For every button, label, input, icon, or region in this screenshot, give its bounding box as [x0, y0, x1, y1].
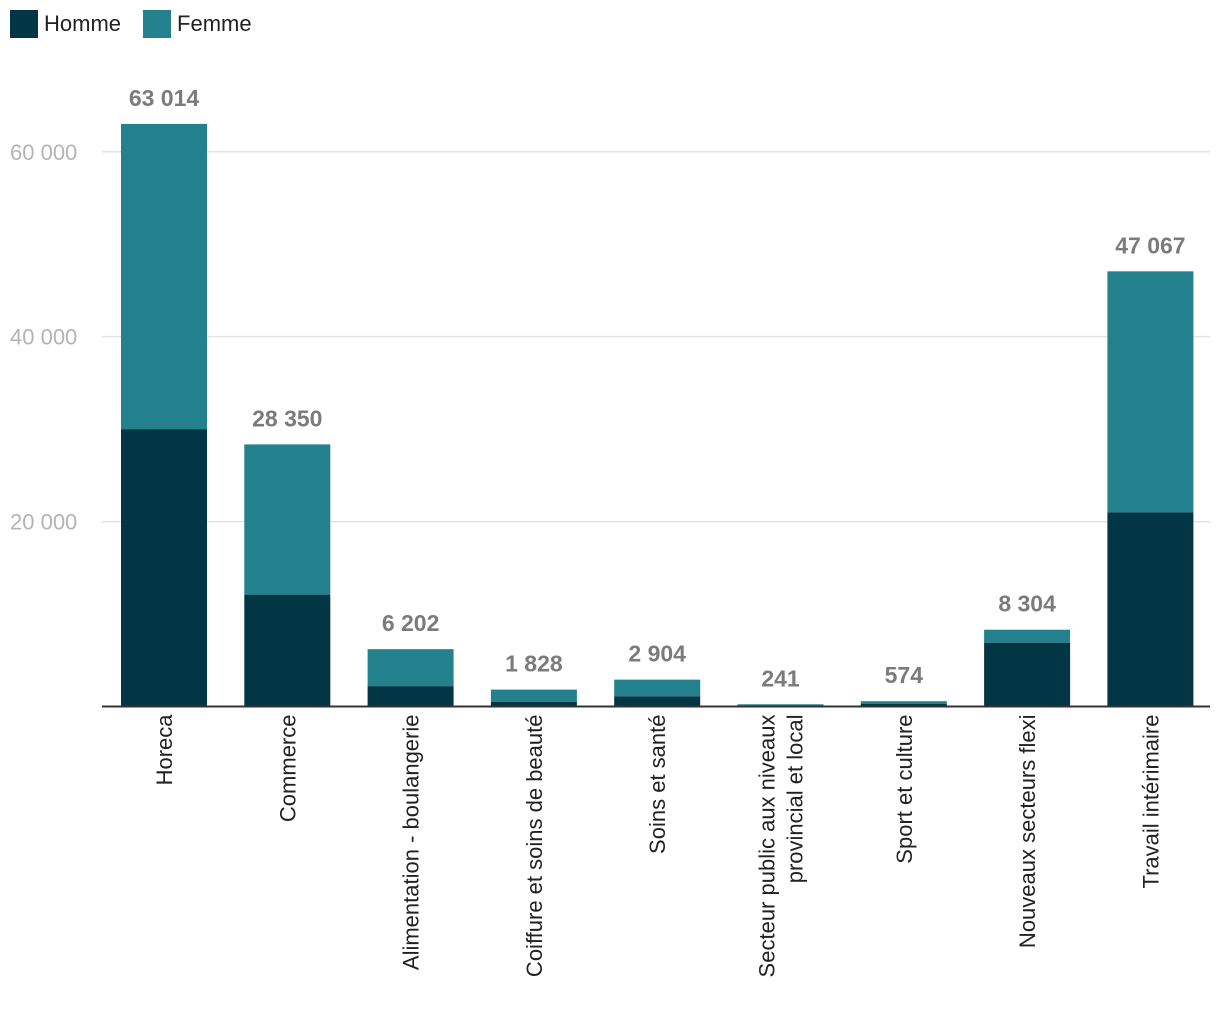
- bar-segment-femme[interactable]: [490, 689, 577, 702]
- y-axis-ticks: 20 000 40 000 60 000: [10, 140, 77, 535]
- bar-segment-homme[interactable]: [984, 642, 1071, 707]
- total-label: 241: [761, 665, 800, 691]
- legend-swatch-homme: [10, 10, 38, 38]
- x-category-label: Commerce: [275, 715, 300, 823]
- bar-segment-femme[interactable]: [244, 444, 331, 595]
- x-category-label-line: Coiffure et soins de beauté: [522, 715, 547, 978]
- total-labels: 63 014 28 350 6 202 1 828 2 904 241 574 8 304 47…: [129, 85, 1186, 691]
- bar-segment-femme[interactable]: [121, 123, 207, 430]
- x-category-label: Alimentation - boulangerie: [399, 715, 424, 971]
- x-category-label-line: Horeca: [152, 714, 177, 786]
- bar-segment-femme[interactable]: [614, 679, 701, 697]
- total-label: 63 014: [129, 85, 200, 111]
- bar-segment-homme[interactable]: [614, 696, 701, 707]
- legend-label-homme: Homme: [44, 11, 122, 36]
- x-category-label-line: Travail intérimaire: [1138, 715, 1163, 889]
- bar-segment-femme[interactable]: [1107, 271, 1194, 513]
- x-category-label-line: Secteur public aux niveaux: [755, 715, 780, 978]
- bar-segment-homme[interactable]: [121, 429, 207, 707]
- total-label: 1 828: [505, 651, 563, 677]
- bar-segment-femme[interactable]: [984, 629, 1071, 643]
- legend-item-femme[interactable]: Femme: [143, 10, 252, 38]
- x-category-label: Travail intérimaire: [1138, 715, 1163, 889]
- x-category-label-line: Alimentation - boulangerie: [399, 715, 424, 971]
- x-category-label: Nouveaux secteurs flexi: [1015, 715, 1040, 949]
- bar-segment-femme[interactable]: [737, 704, 824, 706]
- y-tick-label: 40 000: [10, 325, 77, 350]
- x-category-label-line: Soins et santé: [645, 715, 670, 854]
- total-label: 28 350: [252, 405, 322, 431]
- bar-segment-homme[interactable]: [1107, 512, 1194, 707]
- bar-segment-homme[interactable]: [490, 701, 577, 707]
- bar-segment-homme[interactable]: [244, 594, 331, 707]
- bar-segment-femme[interactable]: [860, 701, 947, 704]
- y-tick-label: 60 000: [10, 140, 77, 165]
- x-axis-labels: Horeca Commerce Alimentation - boulangerie…: [152, 714, 1163, 978]
- bar-segment-homme[interactable]: [860, 703, 947, 707]
- x-category-label: Soins et santé: [645, 715, 670, 854]
- total-label: 47 067: [1115, 232, 1185, 258]
- total-label: 6 202: [382, 610, 440, 636]
- bars: [121, 123, 1194, 707]
- x-category-label-line: Nouveaux secteurs flexi: [1015, 715, 1040, 949]
- x-category-label: Sport et culture: [892, 715, 917, 864]
- x-category-label-line: Commerce: [275, 715, 300, 823]
- legend-swatch-femme: [143, 10, 172, 38]
- bar-segment-homme[interactable]: [367, 686, 454, 707]
- x-category-label: Horeca: [152, 714, 177, 786]
- total-label: 574: [885, 662, 924, 688]
- x-category-label-line: Sport et culture: [892, 715, 917, 864]
- total-label: 2 904: [628, 641, 686, 667]
- legend-label-femme: Femme: [177, 11, 252, 36]
- total-label: 8 304: [998, 591, 1056, 617]
- legend-item-homme[interactable]: Homme: [10, 10, 121, 38]
- legend: Homme Femme: [10, 10, 274, 38]
- x-category-label-line: provincial et local: [783, 715, 808, 884]
- x-category-label: Secteur public aux niveaux provincial et …: [755, 715, 808, 978]
- x-category-label: Coiffure et soins de beauté: [522, 715, 547, 978]
- bar-segment-femme[interactable]: [367, 649, 454, 687]
- y-tick-label: 20 000: [10, 510, 77, 535]
